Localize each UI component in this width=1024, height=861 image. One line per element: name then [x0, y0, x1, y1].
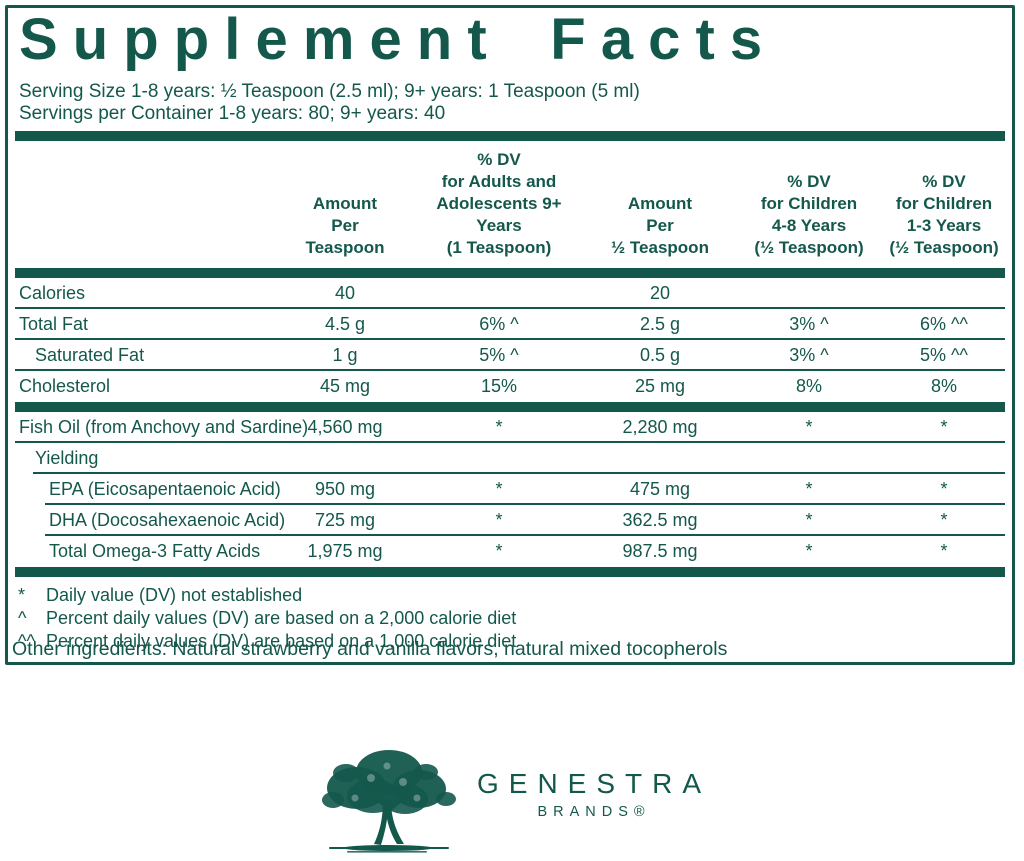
value-cell: 3% ^ — [789, 344, 829, 365]
divider-bar-below-header — [15, 267, 1005, 278]
nutrient-name: Fish Oil (from Anchovy and Sardine) — [19, 416, 309, 437]
table-row: DHA (Docosahexaenoic Acid) 725 mg * 362.… — [15, 505, 1005, 536]
footnote-text: Percent daily values (DV) are based on a… — [46, 630, 517, 651]
value-cell: 5% ^^ — [920, 344, 968, 365]
value-cell: * — [805, 540, 813, 561]
value-cell: 6% ^^ — [920, 313, 968, 334]
column-header: Amount Per Teaspoon — [305, 193, 385, 257]
nutrient-group-fish-oil: Fish Oil (from Anchovy and Sardine) 4,56… — [15, 412, 1005, 567]
value-cell: 25 mg — [634, 375, 686, 396]
value-cell: 6% ^ — [479, 313, 519, 334]
value-cell: 40 — [334, 282, 356, 303]
value-cell: 15% — [480, 375, 518, 396]
nutrient-name: EPA (Eicosapentaenoic Acid) — [49, 478, 281, 499]
serving-info: Serving Size 1-8 years: ½ Teaspoon (2.5 … — [19, 81, 1005, 125]
divider-bar-bottom — [15, 566, 1005, 577]
table-row: Cholesterol 45 mg 15% 25 mg 8% 8% — [15, 371, 1005, 402]
divider-bar-mid — [15, 401, 1005, 412]
nutrient-name: DHA (Docosahexaenoic Acid) — [49, 509, 286, 530]
footnote: * Daily value (DV) not established — [18, 584, 1005, 607]
footnote-marker: ^^ — [18, 630, 35, 651]
value-cell: * — [940, 540, 948, 561]
tree-logo-icon — [321, 750, 456, 853]
table-header-row: Amount Per Teaspoon % DV for Adults and … — [15, 141, 1005, 268]
value-cell: 362.5 mg — [622, 509, 698, 530]
value-cell: 5% ^ — [479, 344, 519, 365]
value-cell: 2,280 mg — [622, 416, 698, 437]
value-cell: * — [940, 509, 948, 530]
footnote-marker: * — [18, 584, 26, 605]
footnote: ^^ Percent daily values (DV) are based o… — [18, 630, 1005, 653]
value-cell: * — [495, 509, 503, 530]
nutrient-name: Saturated Fat — [35, 344, 145, 365]
nutrient-name: Yielding — [35, 447, 99, 468]
nutrient-name: Total Fat — [19, 313, 89, 334]
value-cell: 2.5 g — [639, 313, 681, 334]
value-cell: * — [805, 416, 813, 437]
value-cell: * — [805, 509, 813, 530]
brand-subtitle: BRANDS® — [537, 804, 651, 820]
column-header: % DV for Children 1-3 Years (½ Teaspoon) — [889, 171, 999, 257]
column-header: % DV for Children 4-8 Years (½ Teaspoon) — [754, 171, 864, 257]
value-cell: 4.5 g — [324, 313, 366, 334]
table-row: Saturated Fat 1 g 5% ^ 0.5 g 3% ^ 5% ^^ — [15, 340, 1005, 371]
serving-size-line: Serving Size 1-8 years: ½ Teaspoon (2.5 … — [19, 80, 640, 102]
nutrient-name: Total Omega-3 Fatty Acids — [49, 540, 261, 561]
nutrient-name: Cholesterol — [19, 375, 111, 396]
value-cell: 8% — [795, 375, 822, 396]
value-cell: 3% ^ — [789, 313, 829, 334]
value-cell: 475 mg — [629, 478, 691, 499]
other-ingredients-line: Other ingredients: Natural strawberry an… — [12, 638, 728, 660]
value-cell: 1 g — [332, 344, 358, 365]
table-row: Total Fat 4.5 g 6% ^ 2.5 g 3% ^ 6% ^^ — [15, 309, 1005, 340]
value-cell: 950 mg — [314, 478, 376, 499]
value-cell: 987.5 mg — [622, 540, 698, 561]
panel-title: Supplement Facts — [19, 7, 778, 72]
footnote-marker: ^ — [18, 607, 27, 628]
value-cell: 0.5 g — [639, 344, 681, 365]
brand-wordmark: GENESTRA BRANDS® — [477, 768, 711, 834]
footnotes: * Daily value (DV) not established ^ Per… — [15, 577, 1005, 662]
table-row: Fish Oil (from Anchovy and Sardine) 4,56… — [15, 412, 1005, 443]
nutrient-group-macros: Calories 40 20 Total Fat 4.5 g 6% ^ 2.5 … — [15, 278, 1005, 402]
value-cell: 20 — [649, 282, 671, 303]
table-row: Calories 40 20 — [15, 278, 1005, 309]
brand-name: GENESTRA — [476, 768, 712, 799]
servings-per-container-line: Servings per Container 1-8 years: 80; 9+… — [19, 102, 446, 124]
brand-logo: GENESTRA BRANDS® — [0, 742, 1024, 860]
column-header: % DV for Adults and Adolescents 9+ Years… — [436, 149, 562, 257]
table-row: EPA (Eicosapentaenoic Acid) 950 mg * 475… — [15, 474, 1005, 505]
table-row: Total Omega-3 Fatty Acids 1,975 mg * 987… — [15, 536, 1005, 567]
value-cell: 8% — [930, 375, 957, 396]
value-cell: 45 mg — [319, 375, 371, 396]
value-cell: * — [940, 478, 948, 499]
value-cell: 4,560 mg — [307, 416, 383, 437]
value-cell: 1,975 mg — [307, 540, 383, 561]
value-cell: * — [940, 416, 948, 437]
column-header: Amount Per ½ Teaspoon — [611, 193, 709, 257]
footnote-text: Percent daily values (DV) are based on a… — [46, 607, 517, 628]
supplement-facts-panel: Supplement Facts Serving Size 1-8 years:… — [5, 5, 1015, 665]
value-cell: 725 mg — [314, 509, 376, 530]
divider-bar-top — [15, 130, 1005, 141]
footnote: ^ Percent daily values (DV) are based on… — [18, 607, 1005, 630]
value-cell: * — [495, 540, 503, 561]
nutrient-name: Calories — [19, 282, 86, 303]
footnote-text: Daily value (DV) not established — [46, 584, 303, 605]
value-cell: * — [805, 478, 813, 499]
value-cell: * — [495, 416, 503, 437]
value-cell: * — [495, 478, 503, 499]
table-row: Yielding — [15, 443, 1005, 474]
